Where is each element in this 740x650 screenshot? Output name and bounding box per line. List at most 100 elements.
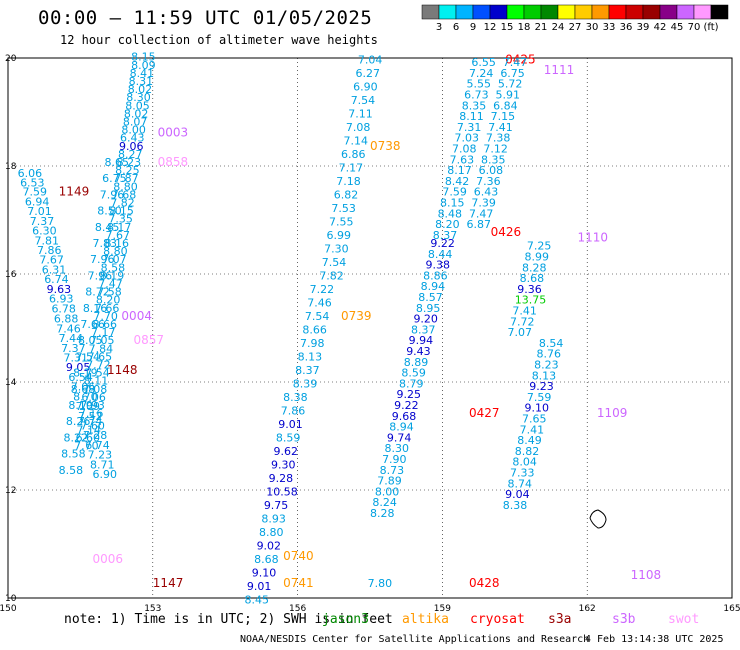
pass-time-label: 0738 bbox=[370, 139, 401, 153]
swh-value: 7.08 bbox=[452, 143, 477, 156]
swh-value: 8.30 bbox=[126, 91, 150, 104]
swh-value: 7.72 bbox=[510, 315, 535, 328]
swh-value: 6.30 bbox=[32, 225, 57, 238]
colorbar-label: 6 bbox=[453, 22, 459, 33]
pass-time-label: 0741 bbox=[283, 576, 314, 590]
pass-time-label: 1108 bbox=[631, 568, 662, 582]
swh-value: 7.47 bbox=[469, 207, 494, 220]
swh-value: 7.04 bbox=[358, 53, 383, 66]
credit-line: NOAA/NESDIS Center for Satellite Applica… bbox=[240, 634, 590, 645]
swh-value: 9.01 bbox=[278, 418, 303, 431]
colorbar-label: 39 bbox=[637, 22, 650, 33]
pass-time-label: 1148 bbox=[107, 363, 138, 377]
colorbar-label: 9 bbox=[470, 22, 476, 33]
swh-value: 7.72 bbox=[86, 359, 111, 372]
plot-frame bbox=[7, 57, 733, 599]
swh-value: 7.46 bbox=[307, 296, 332, 309]
swh-value: 8.44 bbox=[428, 248, 453, 261]
swh-value: 8.68 bbox=[71, 383, 96, 396]
swh-value: 8.15 bbox=[109, 205, 134, 218]
swh-value: 9.01 bbox=[247, 580, 271, 593]
swh-value: 6.08 bbox=[479, 164, 504, 177]
swh-value: 9.22 bbox=[394, 399, 419, 412]
swh-value: 7.59 bbox=[22, 186, 47, 199]
colorbar-label: 70 bbox=[688, 22, 701, 33]
swh-value: 8.86 bbox=[423, 269, 448, 282]
swh-value: 8.48 bbox=[438, 207, 463, 220]
y-tick-label: 20 bbox=[5, 54, 17, 64]
swh-value: 7.84 bbox=[89, 342, 114, 355]
colorbar-swatch bbox=[472, 4, 491, 20]
pass-time-label: 0004 bbox=[121, 309, 152, 323]
swh-value: 8.27 bbox=[118, 148, 143, 161]
swh-value: 8.49 bbox=[517, 434, 542, 447]
swh-value: 7.59 bbox=[442, 186, 467, 199]
swh-value: 7.31 bbox=[457, 121, 482, 134]
swh-value: 8.80 bbox=[113, 180, 138, 193]
swh-value: 7.01 bbox=[27, 205, 52, 218]
colorbar-swatch bbox=[625, 4, 644, 20]
swh-value: 8.74 bbox=[508, 477, 533, 490]
swh-value: 9.10 bbox=[252, 566, 277, 579]
swh-value: 7.41 bbox=[488, 121, 512, 134]
swh-value: 7.44 bbox=[59, 332, 84, 345]
swh-value: 8.95 bbox=[416, 302, 441, 315]
swh-value: 8.68 bbox=[520, 272, 545, 285]
swh-value: 6.99 bbox=[327, 229, 352, 242]
swh-value: 7.89 bbox=[377, 475, 402, 488]
swh-value: 7.74 bbox=[78, 415, 103, 428]
swh-value: 7.46 bbox=[56, 322, 80, 335]
swh-value: 8.17 bbox=[107, 221, 131, 234]
swh-value: 7.54 bbox=[305, 310, 330, 323]
swh-value: 8.00 bbox=[121, 124, 146, 137]
swh-value: 6.55 bbox=[471, 56, 496, 69]
swh-value: 8.05 bbox=[125, 99, 149, 112]
swh-value: 6.78 bbox=[51, 302, 76, 315]
swh-value: 9.04 bbox=[505, 488, 530, 501]
swh-value: 7.55 bbox=[329, 215, 354, 228]
colorbar-label: 45 bbox=[671, 22, 684, 33]
swh-value: 9.63 bbox=[47, 283, 72, 296]
swh-value: 9.36 bbox=[517, 283, 542, 296]
swh-value: 8.23 bbox=[534, 359, 559, 372]
swh-value: 8.80 bbox=[259, 526, 284, 539]
swh-value: 6.60 bbox=[76, 431, 101, 444]
swh-value: 8.94 bbox=[421, 280, 446, 293]
y-tick-label: 16 bbox=[5, 270, 17, 280]
swh-value: 7.47 bbox=[503, 56, 528, 69]
swh-value: 6.74 bbox=[85, 439, 110, 452]
swh-value: 7.67 bbox=[39, 254, 64, 267]
pass-time-label: 1109 bbox=[597, 406, 628, 420]
swh-value: 8.19 bbox=[68, 399, 93, 412]
swh-value: 8.39 bbox=[293, 377, 318, 390]
swh-value: 8.76 bbox=[537, 348, 562, 361]
colorbar-swatch bbox=[710, 4, 729, 20]
x-tick-label: 156 bbox=[289, 604, 306, 614]
swh-value: 7.41 bbox=[512, 305, 537, 318]
swh-value: 7.33 bbox=[510, 467, 535, 480]
colorbar-label: 12 bbox=[484, 22, 497, 33]
swh-value: 7.65 bbox=[88, 350, 113, 363]
swh-value: 7.67 bbox=[105, 229, 129, 242]
swh-value: 6.73 bbox=[464, 89, 489, 102]
swh-value: 7.54 bbox=[351, 94, 376, 107]
swh-value: 7.28 bbox=[83, 429, 108, 442]
pass-time-label: 0425 bbox=[505, 52, 536, 66]
swh-value: 9.06 bbox=[119, 140, 144, 153]
swh-value: 7.80 bbox=[368, 577, 393, 590]
x-tick-label: 153 bbox=[144, 604, 161, 614]
swh-value: 7.81 bbox=[35, 234, 60, 247]
swh-value: 8.07 bbox=[123, 116, 148, 129]
swh-value: 5.72 bbox=[498, 78, 523, 91]
swh-value: 9.94 bbox=[409, 334, 434, 347]
swh-value: 7.15 bbox=[491, 110, 515, 123]
colorbar-swatch bbox=[676, 4, 695, 20]
swh-value: 7.70 bbox=[93, 310, 118, 323]
swh-value: 8.09 bbox=[131, 59, 156, 72]
swh-value: 8.37 bbox=[411, 323, 436, 336]
swh-value: 8.79 bbox=[399, 377, 424, 390]
swh-value: 8.00 bbox=[375, 485, 400, 498]
swh-value: 8.50 bbox=[97, 205, 122, 218]
swh-value: 8.30 bbox=[384, 442, 409, 455]
swh-value: 7.14 bbox=[77, 423, 102, 436]
